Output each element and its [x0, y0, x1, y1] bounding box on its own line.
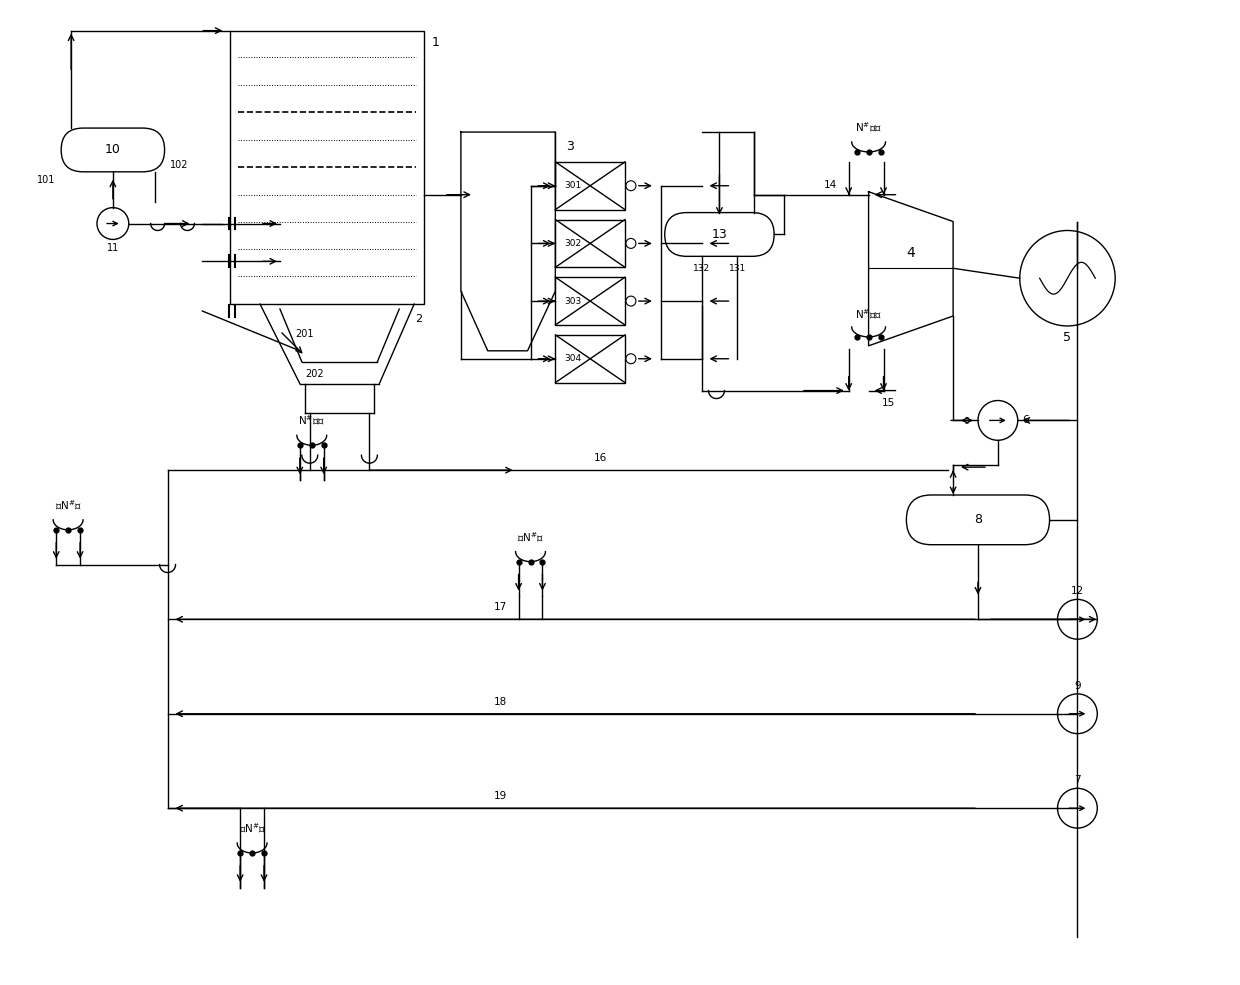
Text: 13: 13	[712, 228, 728, 241]
Text: 3: 3	[567, 141, 574, 154]
Text: 12: 12	[1071, 586, 1084, 597]
Text: 10: 10	[105, 144, 120, 157]
Text: 4: 4	[906, 246, 915, 260]
Bar	[556, 277, 625, 325]
Text: 101: 101	[37, 174, 56, 185]
Text: 11: 11	[107, 243, 119, 253]
Circle shape	[626, 354, 636, 363]
Text: N$^{\#}$炉来: N$^{\#}$炉来	[299, 414, 325, 427]
Text: 8: 8	[973, 513, 982, 526]
Text: 301: 301	[564, 181, 582, 190]
Text: 202: 202	[305, 368, 324, 378]
Circle shape	[978, 401, 1018, 440]
Circle shape	[97, 208, 129, 239]
Text: 1: 1	[432, 36, 440, 49]
Text: 至N$^{\#}$炉: 至N$^{\#}$炉	[238, 821, 265, 835]
Text: 17: 17	[494, 603, 507, 613]
Circle shape	[1058, 788, 1097, 828]
Text: 131: 131	[729, 264, 746, 273]
Text: 至N$^{\#}$炉: 至N$^{\#}$炉	[55, 498, 82, 512]
Text: 132: 132	[693, 264, 711, 273]
Text: 15: 15	[882, 398, 895, 408]
Text: 18: 18	[494, 696, 507, 707]
Text: 至N$^{\#}$炉: 至N$^{\#}$炉	[517, 530, 544, 544]
Text: 6: 6	[1022, 416, 1029, 426]
FancyBboxPatch shape	[665, 213, 774, 256]
Text: 304: 304	[564, 355, 582, 363]
Text: 9: 9	[1074, 681, 1081, 690]
Text: 7: 7	[1074, 775, 1081, 785]
Text: N$^{\#}$炉来: N$^{\#}$炉来	[856, 120, 882, 134]
Text: 14: 14	[825, 179, 837, 190]
Bar	[556, 162, 625, 210]
FancyBboxPatch shape	[906, 495, 1049, 545]
FancyBboxPatch shape	[61, 128, 165, 171]
Text: 2: 2	[415, 314, 423, 324]
Bar	[556, 220, 625, 267]
Text: 5: 5	[1064, 331, 1071, 345]
Circle shape	[1058, 693, 1097, 734]
Text: 102: 102	[170, 160, 188, 169]
Text: N$^{\#}$炉来: N$^{\#}$炉来	[856, 307, 882, 321]
Circle shape	[626, 238, 636, 248]
Bar	[556, 335, 625, 382]
Circle shape	[1019, 230, 1115, 326]
Text: 303: 303	[564, 296, 582, 305]
Circle shape	[1058, 600, 1097, 639]
Circle shape	[626, 296, 636, 306]
Text: 201: 201	[295, 329, 314, 339]
Text: 302: 302	[564, 239, 582, 248]
Bar	[231, 31, 424, 304]
Text: 16: 16	[594, 453, 606, 463]
Circle shape	[626, 181, 636, 191]
Text: 19: 19	[494, 791, 507, 801]
